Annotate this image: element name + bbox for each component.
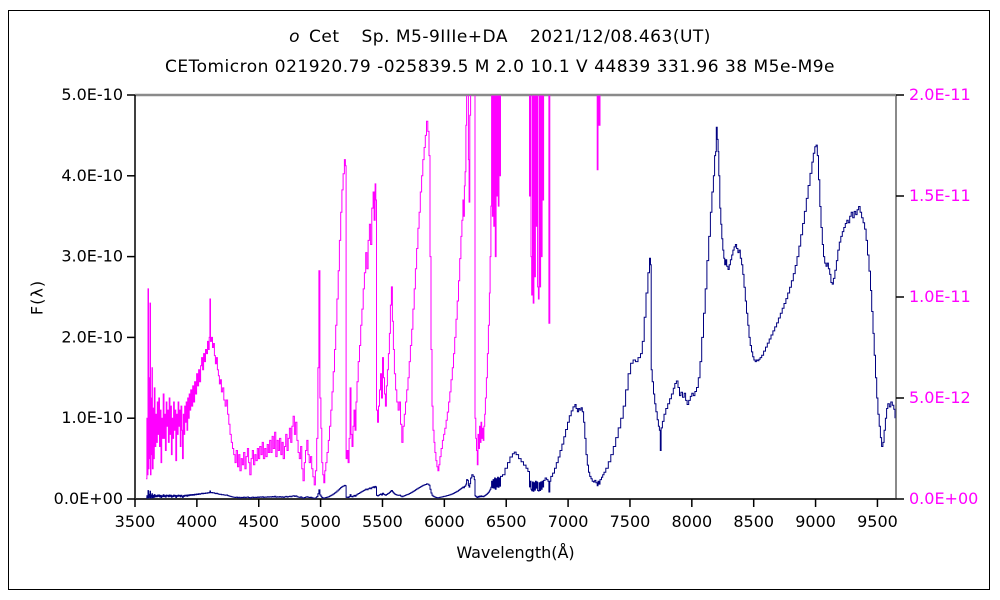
x-tick-label: 7000 bbox=[548, 512, 589, 531]
right-tick-label: 1.5E-11 bbox=[909, 186, 971, 205]
left-tick-label: 4.0E-10 bbox=[61, 166, 123, 185]
axis-ticks bbox=[127, 94, 904, 507]
x-tick-label: 4500 bbox=[238, 512, 279, 531]
x-tick-label: 8500 bbox=[733, 512, 774, 531]
right-tick-label: 5.0E-12 bbox=[909, 388, 971, 407]
x-tick-label: 9000 bbox=[795, 512, 836, 531]
x-tick-label: 5000 bbox=[300, 512, 341, 531]
left-tick-label: 5.0E-10 bbox=[61, 85, 123, 104]
spectrum-navy-curve bbox=[146, 126, 896, 499]
x-tick-label: 3500 bbox=[115, 512, 156, 531]
x-tick-label: 6000 bbox=[424, 512, 465, 531]
right-tick-label: 2.0E-11 bbox=[909, 85, 971, 104]
observation-date: 2021/12/08.463(UT) bbox=[529, 27, 711, 47]
x-tick-label: 9500 bbox=[857, 512, 898, 531]
plot-frame bbox=[134, 93, 897, 500]
spectral-type: Sp. M5-9IIIe+DA bbox=[361, 27, 508, 47]
left-tick-label: 2.0E-10 bbox=[61, 327, 123, 346]
star-letter: o bbox=[289, 27, 300, 47]
x-tick-label: 4000 bbox=[177, 512, 218, 531]
star-name: Cet bbox=[308, 27, 340, 47]
x-axis-title: Wavelength(Å) bbox=[456, 543, 575, 562]
left-tick-label: 0.0E+00 bbox=[54, 489, 123, 508]
right-tick-label: 1.0E-11 bbox=[909, 287, 971, 306]
left-tick-label: 1.0E-10 bbox=[61, 408, 123, 427]
left-tick-label: 3.0E-10 bbox=[61, 247, 123, 266]
right-tick-label: 0.0E+00 bbox=[909, 489, 978, 508]
x-tick-label: 8000 bbox=[671, 512, 712, 531]
x-tick-label: 6500 bbox=[486, 512, 527, 531]
chart-title: o Cet Sp. M5-9IIIe+DA 2021/12/08.463(UT) bbox=[0, 27, 1000, 47]
x-tick-label: 7500 bbox=[610, 512, 651, 531]
axis-tick-labels: 5.0E-10 4.0E-10 3.0E-10 2.0E-10 1.0E-10 0.0E+… bbox=[54, 85, 979, 531]
chart-subtitle: CETomicron 021920.79 -025839.5 M 2.0 10.… bbox=[164, 57, 836, 77]
spectrum-magenta-curve bbox=[146, 95, 601, 486]
x-tick-label: 5500 bbox=[362, 512, 403, 531]
